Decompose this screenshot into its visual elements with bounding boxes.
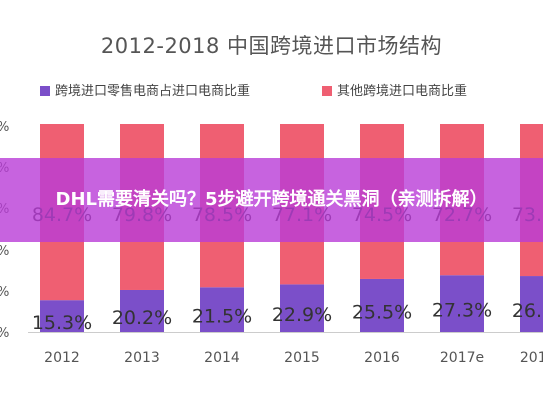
x-tick-2016: 2016 xyxy=(364,350,400,366)
legend-label-other: 其他跨境进口电商比重 xyxy=(337,84,468,99)
y-axis-stub-5: % xyxy=(0,326,9,341)
label-retail-2017e: 27.3% xyxy=(432,300,492,322)
label-retail-2015: 22.9% xyxy=(272,304,332,326)
legend-item-other: 其他跨境进口电商比重 xyxy=(322,80,467,99)
label-retail-2018e: 26.9% xyxy=(512,300,543,322)
x-tick-2012: 2012 xyxy=(44,350,80,366)
bar-retail-2013 xyxy=(120,289,164,332)
label-retail-2012: 15.3% xyxy=(32,312,92,334)
x-tick-2014: 2014 xyxy=(204,350,240,366)
bar-retail-2016 xyxy=(360,278,404,332)
bar-retail-2017e xyxy=(440,275,484,332)
label-retail-2016: 25.5% xyxy=(352,301,412,323)
legend-label-retail: 跨境进口零售电商占进口电商比重 xyxy=(55,84,251,99)
y-axis-stub-4: % xyxy=(0,285,9,300)
label-retail-2014: 21.5% xyxy=(192,306,252,328)
y-axis-stub-0: % xyxy=(0,120,9,135)
y-axis-stub-3: % xyxy=(0,244,9,259)
bar-retail-2014 xyxy=(200,287,244,332)
legend-swatch-other xyxy=(322,85,332,96)
x-tick-2013: 2013 xyxy=(124,350,160,366)
bar-retail-2012 xyxy=(40,300,84,332)
legend-item-retail: 跨境进口零售电商占进口电商比重 xyxy=(40,80,250,99)
banner-text[interactable]: DHL需要清关吗？5步避开跨境通关黑洞（亲测拆解） xyxy=(55,189,488,210)
x-tick-2018e: 2018e xyxy=(520,350,543,366)
chart-title: 2012-2018 中国跨境进口市场结构 xyxy=(100,34,443,58)
overlay-banner[interactable]: DHL需要清关吗？5步避开跨境通关黑洞（亲测拆解） xyxy=(0,158,543,242)
bar-retail-2015 xyxy=(280,284,324,332)
label-retail-2013: 20.2% xyxy=(112,307,172,329)
legend-swatch-retail xyxy=(40,85,50,96)
x-tick-2017e: 2017e xyxy=(440,350,484,366)
bar-retail-2018e xyxy=(520,276,543,332)
x-tick-2015: 2015 xyxy=(284,350,320,366)
